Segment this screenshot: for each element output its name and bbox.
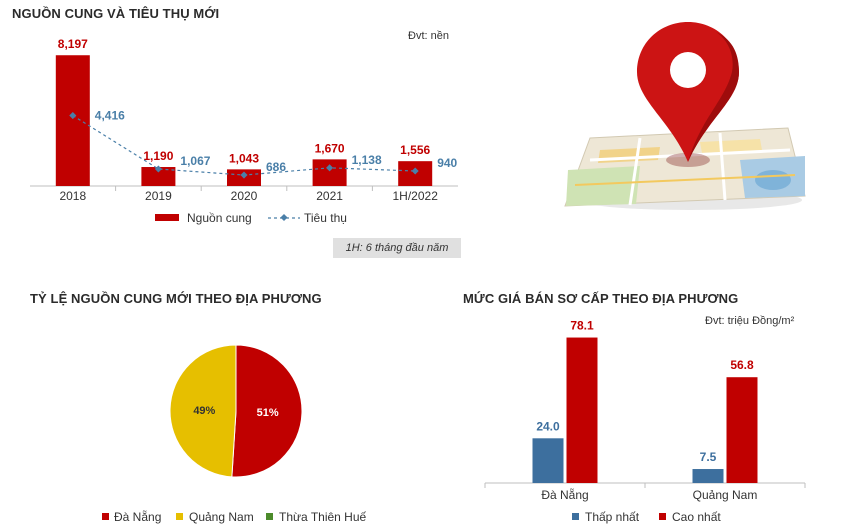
- ratio-legend: Đà Nẵng Quảng Nam Thừa Thiên Huế: [102, 509, 367, 524]
- legend-swatch-nguon-cung: [155, 214, 179, 221]
- price-unit-label: Đvt: triệu Đồng/m²: [705, 315, 795, 327]
- legend-label-tieu-thu: Tiêu thụ: [304, 211, 347, 225]
- supply-x-tick-label: 2020: [231, 189, 258, 203]
- pie-slice: [231, 344, 303, 478]
- legend-marker-tieu-thu: [280, 213, 288, 222]
- supply-x-tick-label: 2019: [145, 189, 172, 203]
- legend-swatch-thua-thien-hue: [266, 513, 273, 520]
- supply-value-label: 1,043: [229, 151, 259, 165]
- legend-label-nguon-cung: Nguồn cung: [187, 211, 252, 225]
- legend-label-da-nang: Đà Nẵng: [114, 509, 161, 524]
- min-price-bar: [692, 469, 724, 483]
- legend-label-thap-nhat: Thấp nhất: [585, 510, 640, 524]
- pie-value-label: 51%: [257, 407, 279, 419]
- supply-legend: Nguồn cung Tiêu thụ: [155, 211, 347, 225]
- max-price-bar: [566, 337, 598, 483]
- consumption-point: [240, 171, 248, 179]
- supply-x-tick-label: 2018: [59, 189, 86, 203]
- min-price-value-label: 24.0: [536, 419, 560, 433]
- consumption-point: [154, 165, 162, 173]
- consumption-value-label: 686: [266, 160, 286, 174]
- legend-label-cao-nhat: Cao nhất: [672, 510, 721, 524]
- legend-swatch-quang-nam: [176, 513, 183, 520]
- supply-bar: [312, 159, 347, 186]
- max-price-value-label: 56.8: [730, 358, 754, 372]
- consumption-point: [326, 164, 334, 172]
- supply-unit-label: Đvt: nền: [408, 30, 449, 42]
- consumption-value-label: 4,416: [95, 109, 125, 123]
- ratio-chart-title: TỶ LỆ NGUỒN CUNG MỚI THEO ĐỊA PHƯƠNG: [30, 291, 322, 306]
- pie-value-label: 49%: [193, 405, 215, 417]
- legend-label-thua-thien-hue: Thừa Thiên Huế: [279, 510, 367, 524]
- supply-value-label: 1,670: [315, 141, 345, 155]
- supply-bar: [55, 55, 90, 186]
- price-x-tick-label: Quảng Nam: [693, 488, 758, 502]
- max-price-value-label: 78.1: [570, 319, 594, 333]
- max-price-bar: [726, 377, 758, 483]
- footnote: 1H: 6 tháng đầu năm: [333, 238, 461, 258]
- supply-bar: [141, 167, 176, 186]
- consumption-value-label: 940: [437, 156, 457, 170]
- consumption-point: [411, 167, 419, 175]
- pie-slice: [169, 344, 237, 478]
- legend-swatch-thap-nhat: [572, 513, 579, 520]
- min-price-value-label: 7.5: [700, 450, 717, 464]
- legend-swatch-cao-nhat: [659, 513, 666, 520]
- supply-x-tick-label: 2021: [316, 189, 343, 203]
- consumption-value-label: 1,067: [180, 154, 210, 168]
- supply-chart-title: NGUỒN CUNG VÀ TIÊU THỤ MỚI: [12, 6, 220, 21]
- map-location-pin-icon: [564, 22, 806, 210]
- price-chart-title: MỨC GIÁ BÁN SƠ CẤP THEO ĐỊA PHƯƠNG: [463, 291, 739, 306]
- legend-label-quang-nam: Quảng Nam: [189, 510, 254, 524]
- supply-value-label: 1,190: [143, 149, 173, 163]
- supply-x-tick-label: 1H/2022: [393, 189, 439, 203]
- legend-swatch-da-nang: [102, 513, 109, 520]
- min-price-bar: [532, 438, 564, 483]
- price-x-tick-label: Đà Nẵng: [541, 487, 588, 502]
- consumption-value-label: 1,138: [352, 153, 382, 167]
- consumption-point: [69, 112, 77, 120]
- price-legend: Thấp nhất Cao nhất: [572, 510, 721, 524]
- supply-value-label: 1,556: [400, 143, 430, 157]
- supply-value-label: 8,197: [58, 37, 88, 51]
